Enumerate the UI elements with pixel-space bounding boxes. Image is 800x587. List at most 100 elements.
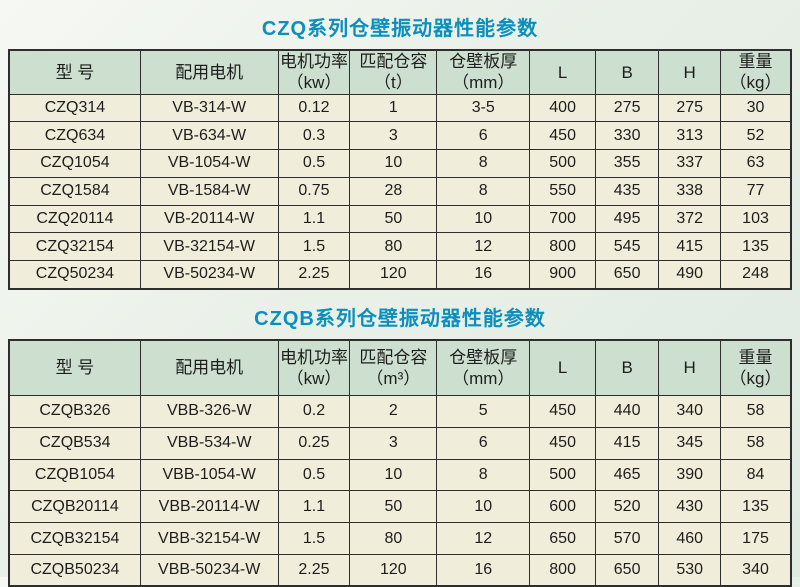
table-cell: 2.25 (277, 554, 351, 587)
column-header: 仓壁板厚 （mm） (436, 49, 531, 95)
table-cell: 650 (594, 260, 660, 290)
table-cell: 0.5 (277, 149, 351, 178)
column-header: 型 号 (8, 49, 141, 95)
table-cell: 400 (529, 93, 596, 123)
column-header: 配用电机 (139, 339, 279, 397)
column-header: B (594, 49, 660, 95)
table-cell: CZQ1584 (8, 176, 141, 206)
table-cell: 415 (594, 426, 660, 460)
table-cell: 570 (594, 522, 660, 556)
table-cell: 120 (349, 260, 438, 290)
czq-table-title: CZQ系列仓壁振动器性能参数 (261, 18, 539, 40)
table-cell: 84 (720, 458, 792, 492)
table-row: CZQ634 VB-634-W 0.3 3 6 450 330 313 52 (8, 121, 792, 151)
table-cell: 330 (594, 121, 660, 151)
table-cell: 0.12 (277, 93, 351, 123)
table-cell: 495 (594, 204, 660, 234)
table-cell: VBB-326-W (139, 395, 279, 428)
table-cell: VBB-20114-W (139, 490, 279, 524)
table-cell: 12 (436, 232, 531, 262)
table-cell: CZQB326 (8, 395, 141, 428)
table-row: CZQB326 VBB-326-W 0.2 2 5 450 440 340 58 (8, 395, 792, 428)
table-cell: VB-50234-W (139, 260, 279, 290)
table-cell: 700 (529, 204, 596, 234)
table-cell: CZQ634 (8, 121, 141, 151)
table-row: CZQ32154 VB-32154-W 1.5 80 12 800 545 415 135 (8, 232, 792, 262)
table-cell: 30 (720, 93, 792, 123)
table-cell: 550 (529, 176, 596, 206)
table-cell: 275 (658, 93, 722, 123)
table-cell: 248 (720, 260, 792, 290)
table-cell: 800 (529, 554, 596, 587)
table-row: CZQB32154 VBB-32154-W 1.5 80 12 650 570 460 175 (8, 522, 792, 556)
table-cell: 520 (594, 490, 660, 524)
table-cell: 16 (436, 260, 531, 290)
table-cell: 6 (436, 121, 531, 151)
table-cell: 490 (658, 260, 722, 290)
table-cell: VBB-1054-W (139, 458, 279, 492)
table-cell: CZQB50234 (8, 554, 141, 587)
column-header: H (658, 339, 722, 397)
table-cell: 650 (529, 522, 596, 556)
table-cell: 10 (349, 149, 438, 178)
column-header: 重量 （kg） (720, 339, 792, 397)
table-cell: 650 (594, 554, 660, 587)
table-cell: 2.25 (277, 260, 351, 290)
table-cell: 63 (720, 149, 792, 178)
table-cell: 440 (594, 395, 660, 428)
table-cell: 135 (720, 232, 792, 262)
table-cell: 8 (436, 176, 531, 206)
table-cell: VB-1054-W (139, 149, 279, 178)
table-cell: 345 (658, 426, 722, 460)
table-cell: CZQB32154 (8, 522, 141, 556)
czqb-spec-table: 型 号配用电机 电机功率 （kw） 匹配仓容 （m³） 仓壁板厚 （mm） L B H 重量 … (8, 338, 792, 587)
table-cell: 3 (349, 426, 438, 460)
column-header: B (594, 339, 660, 397)
table-cell: 450 (529, 121, 596, 151)
table-cell: 50 (349, 204, 438, 234)
table-cell: VB-32154-W (139, 232, 279, 262)
table-cell: 275 (594, 93, 660, 123)
table-cell: 450 (529, 395, 596, 428)
czqb-table-title: CZQB系列仓壁振动器性能参数 (254, 307, 546, 330)
table-cell: 460 (658, 522, 722, 556)
column-header: L (529, 49, 596, 95)
table-cell: 338 (658, 176, 722, 206)
table-cell: 600 (529, 490, 596, 524)
column-header: H (658, 49, 722, 95)
table-cell: 80 (349, 522, 438, 556)
table-cell: 2 (349, 395, 438, 428)
table-cell: 10 (436, 490, 531, 524)
table-cell: 0.5 (277, 458, 351, 492)
table-cell: 390 (658, 458, 722, 492)
table-cell: 1.5 (277, 232, 351, 262)
table-cell: 0.75 (277, 176, 351, 206)
table-cell: 3-5 (436, 93, 531, 123)
table-cell: VB-1584-W (139, 176, 279, 206)
table-cell: 175 (720, 522, 792, 556)
table-cell: 16 (436, 554, 531, 587)
czq-table-section: CZQ系列仓壁振动器性能参数 型 号配用电机 电机功率 （kw） 匹配仓容 （t）仓… (8, 8, 792, 290)
table-cell: 58 (720, 395, 792, 428)
table-cell: 5 (436, 395, 531, 428)
table-cell: 337 (658, 149, 722, 178)
table-cell: 340 (720, 554, 792, 587)
czq-spec-table: 型 号配用电机 电机功率 （kw） 匹配仓容 （t） 仓壁板厚 （mm） L B H 重量 （… (8, 49, 792, 290)
table-cell: 900 (529, 260, 596, 290)
column-header: 匹配仓容 （t） (349, 49, 438, 95)
table-cell: 1.5 (277, 522, 351, 556)
table-cell: 465 (594, 458, 660, 492)
column-header: 配用电机 (139, 49, 279, 95)
table-row: CZQB534 VBB-534-W 0.25 3 6 450 415 345 58 (8, 426, 792, 460)
table-cell: 8 (436, 458, 531, 492)
table-cell: 430 (658, 490, 722, 524)
table-cell: VBB-32154-W (139, 522, 279, 556)
column-header: 电机功率 （kw） (277, 49, 351, 95)
table-cell: CZQ50234 (8, 260, 141, 290)
table-cell: 28 (349, 176, 438, 206)
table-cell: 340 (658, 395, 722, 428)
table-cell: 545 (594, 232, 660, 262)
table-cell: CZQ314 (8, 93, 141, 123)
czqb-table-section: CZQB系列仓壁振动器性能参数 型 号配用电机 电机功率 （kw） 匹配仓容 （m³… (8, 290, 792, 587)
table-cell: CZQB1054 (8, 458, 141, 492)
